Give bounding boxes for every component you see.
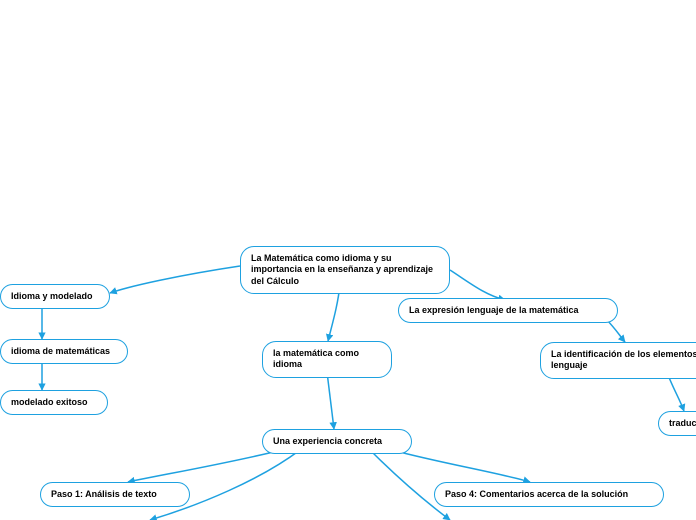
edge	[450, 270, 505, 300]
node-root[interactable]: La Matemática como idioma y su importanc…	[240, 246, 450, 294]
node-modelado-exitoso[interactable]: modelado exitoso	[0, 390, 108, 415]
edge	[327, 372, 334, 429]
node-identificacion[interactable]: La identificación de los elementos del l…	[540, 342, 696, 379]
node-experiencia[interactable]: Una experiencia concreta	[262, 429, 412, 454]
edge	[128, 450, 282, 482]
node-idioma-modelado[interactable]: Idioma y modelado	[0, 284, 110, 309]
node-paso1[interactable]: Paso 1: Análisis de texto	[40, 482, 190, 507]
node-expresion[interactable]: La expresión lenguaje de la matemática	[398, 298, 618, 323]
edge	[110, 266, 240, 293]
node-traduc[interactable]: traducción	[658, 411, 696, 436]
node-idioma-matematicas[interactable]: idioma de matemáticas	[0, 339, 128, 364]
edge	[392, 450, 530, 482]
node-paso4[interactable]: Paso 4: Comentarios acerca de la solució…	[434, 482, 664, 507]
node-mat-idioma[interactable]: la matemática como idioma	[262, 341, 392, 378]
edge	[668, 375, 684, 411]
